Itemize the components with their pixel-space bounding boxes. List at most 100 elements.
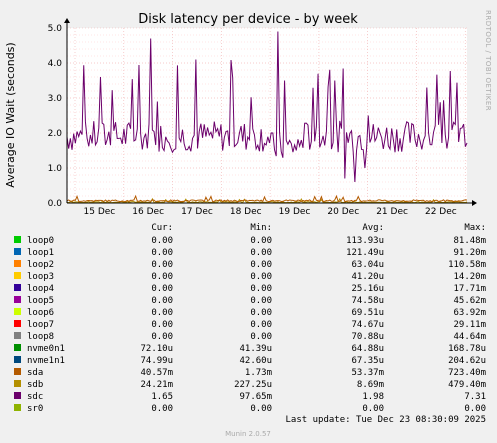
legend-max: 7.31 xyxy=(464,392,486,402)
legend-min: 0.00 xyxy=(250,260,272,270)
legend-max: 45.62m xyxy=(453,296,486,306)
legend-swatch xyxy=(14,272,21,279)
legend-swatch xyxy=(14,260,21,267)
legend-avg: 1.98 xyxy=(362,392,384,402)
legend-max: 81.48m xyxy=(453,236,486,246)
legend-avg: 69.51u xyxy=(351,308,384,318)
x-tick-label: 22 Dec xyxy=(425,207,457,217)
legend-name: sda xyxy=(27,368,43,378)
y-axis-label: Average IO Wait (seconds) xyxy=(4,42,17,187)
x-tick-label: 19 Dec xyxy=(279,207,311,217)
last-update: Last update: Tue Dec 23 08:30:09 2025 xyxy=(286,415,486,425)
legend-min: 0.00 xyxy=(250,332,272,342)
legend-min: 0.00 xyxy=(250,320,272,330)
legend-name: sr0 xyxy=(27,404,43,414)
legend-name: loop4 xyxy=(27,284,54,294)
rrdtool-credit: RRDTOOL / TOBI OETIKER xyxy=(484,10,492,111)
legend-min: 0.00 xyxy=(250,236,272,246)
legend-cur: 0.00 xyxy=(151,248,173,258)
legend-max: 91.20m xyxy=(453,248,486,258)
legend-name: loop3 xyxy=(27,272,54,282)
legend-cur: 0.00 xyxy=(151,404,173,414)
legend-swatch xyxy=(14,332,21,339)
legend-max: 14.20m xyxy=(453,272,486,282)
legend-row: nvme1n1 74.99u 42.60u 67.35u 204.62u xyxy=(14,356,486,366)
legend-name: nvme1n1 xyxy=(27,356,65,366)
legend-swatch xyxy=(14,308,21,315)
legend-row: loop1 0.00 0.00 121.49u 91.20m xyxy=(14,248,486,258)
legend-max: 204.62u xyxy=(448,356,486,366)
y-tick-label: 0.0 xyxy=(48,199,63,209)
y-ticks: 0.0 1.0 2.0 3.0 4.0 5.0 xyxy=(48,24,63,209)
legend-max: 110.58m xyxy=(448,260,486,270)
munin-footer: Munin 2.0.57 xyxy=(225,430,271,438)
legend-cur: 1.65 xyxy=(151,392,173,402)
axes xyxy=(64,18,477,206)
series-line-sdb xyxy=(66,197,468,204)
plot-area xyxy=(67,28,467,203)
legend-min: 0.00 xyxy=(250,284,272,294)
legend-row: sda 40.57m 1.73m 53.37m 723.40m xyxy=(14,368,486,378)
legend-avg: 70.88u xyxy=(351,332,384,342)
legend-max: 723.40m xyxy=(448,368,486,378)
legend-row: loop6 0.00 0.00 69.51u 63.92m xyxy=(14,308,486,318)
x-ticks: 15 Dec 16 Dec 17 Dec 18 Dec 19 Dec 20 Dec 21 D… xyxy=(84,207,457,217)
legend-avg: 63.04u xyxy=(351,260,384,270)
legend-name: loop1 xyxy=(27,248,54,258)
legend-name: loop5 xyxy=(27,296,54,306)
legend-cur: 0.00 xyxy=(151,260,173,270)
legend-avg: 74.67u xyxy=(351,320,384,330)
legend-name: nvme0n1 xyxy=(27,344,65,354)
legend-cur: 0.00 xyxy=(151,320,173,330)
legend-row: loop3 0.00 0.00 41.20u 14.20m xyxy=(14,272,486,282)
legend-avg: 41.20u xyxy=(351,272,384,282)
col-cur: Cur: xyxy=(151,223,173,233)
legend-avg: 74.58u xyxy=(351,296,384,306)
legend-name: sdc xyxy=(27,392,43,402)
legend-max: 44.64m xyxy=(453,332,486,342)
legend-min: 227.25u xyxy=(234,380,272,390)
x-tick-label: 18 Dec xyxy=(230,207,262,217)
chart-title: Disk latency per device - by week xyxy=(138,12,358,27)
legend-max: 0.00 xyxy=(464,404,486,414)
legend-cur: 0.00 xyxy=(151,284,173,294)
legend-min: 0.00 xyxy=(250,308,272,318)
legend-row: sr0 0.00 0.00 0.00 0.00 xyxy=(14,404,486,414)
legend-swatch xyxy=(14,248,21,255)
legend-swatch xyxy=(14,404,21,411)
legend-swatch xyxy=(14,368,21,375)
legend-name: loop6 xyxy=(27,308,54,318)
x-tick-label: 21 Dec xyxy=(376,207,408,217)
legend-cur: 0.00 xyxy=(151,236,173,246)
legend-row: loop5 0.00 0.00 74.58u 45.62m xyxy=(14,296,486,306)
legend-min: 0.00 xyxy=(250,248,272,258)
x-tick-label: 17 Dec xyxy=(181,207,213,217)
legend-swatch xyxy=(14,296,21,303)
legend-row: loop7 0.00 0.00 74.67u 29.11m xyxy=(14,320,486,330)
legend-row: loop8 0.00 0.00 70.88u 44.64m xyxy=(14,332,486,342)
legend-swatch xyxy=(14,320,21,327)
legend-swatch xyxy=(14,236,21,243)
legend-max: 63.92m xyxy=(453,308,486,318)
x-tick-label: 16 Dec xyxy=(132,207,164,217)
legend-avg: 64.88u xyxy=(351,344,384,354)
legend-max: 479.40m xyxy=(448,380,486,390)
legend-cur: 0.00 xyxy=(151,296,173,306)
legend-cur: 24.21m xyxy=(140,380,173,390)
legend-min: 42.60u xyxy=(239,356,272,366)
legend-cur: 74.99u xyxy=(140,356,173,366)
legend-row: loop4 0.00 0.00 25.16u 17.71m xyxy=(14,284,486,294)
legend-avg: 0.00 xyxy=(362,404,384,414)
series-line-sdc xyxy=(66,31,468,183)
legend-max: 168.78u xyxy=(448,344,486,354)
legend-cur: 0.00 xyxy=(151,308,173,318)
legend-min: 1.73m xyxy=(245,368,272,378)
series-lines xyxy=(66,31,468,204)
y-tick-label: 4.0 xyxy=(48,59,63,69)
legend: loop0 0.00 0.00 113.93u 81.48m loop1 0.00 0.00 1… xyxy=(14,236,486,414)
x-tick-label: 20 Dec xyxy=(327,207,359,217)
x-tick-label: 15 Dec xyxy=(84,207,116,217)
legend-cur: 0.00 xyxy=(151,272,173,282)
x-axis-arrow xyxy=(472,200,477,206)
